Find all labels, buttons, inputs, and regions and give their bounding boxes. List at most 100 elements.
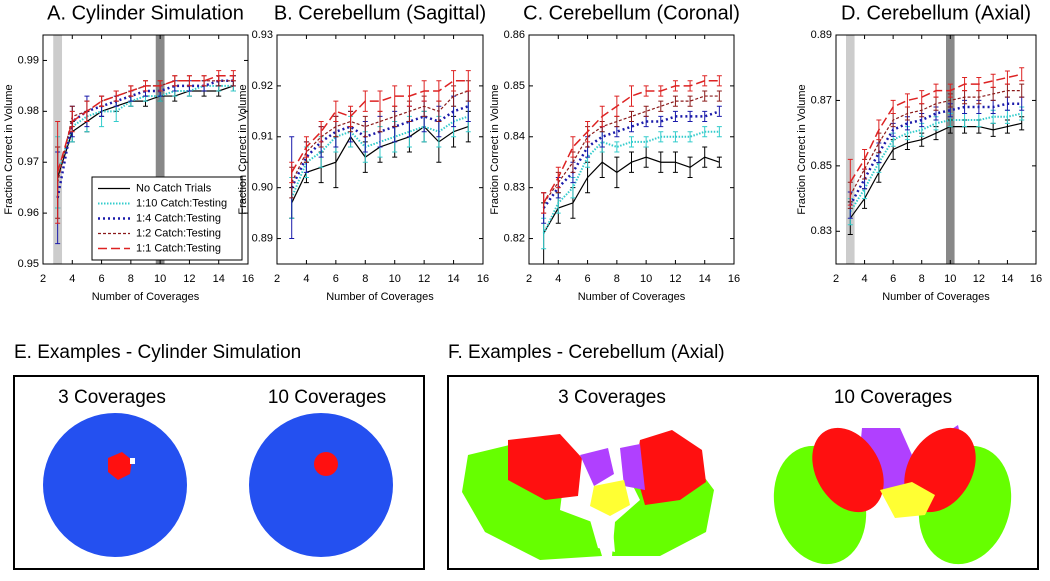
- legend-label: 1:10 Catch:Testing: [136, 197, 227, 209]
- x-tick-label: 2: [40, 273, 46, 285]
- error-bar: [702, 126, 708, 138]
- x-tick-label: 16: [728, 273, 740, 285]
- segment: [880, 482, 935, 518]
- y-tick-label: 0.98: [18, 105, 39, 117]
- x-tick-label: 14: [213, 273, 225, 285]
- error-bar: [629, 85, 634, 107]
- error-bar: [672, 131, 678, 143]
- cylinder-slice: [249, 413, 393, 557]
- legend-label: 1:2 Catch:Testing: [136, 227, 221, 239]
- segment: [580, 448, 614, 486]
- y-tick-label: 0.91: [252, 131, 273, 143]
- x-tick-label: 8: [128, 273, 134, 285]
- error-bar: [201, 75, 207, 87]
- series-line: [542, 130, 720, 234]
- y-tick-label: 0.85: [504, 80, 525, 92]
- error-bar: [687, 131, 693, 143]
- y-tick-label: 0.90: [252, 182, 273, 194]
- cylinder-slice: [43, 413, 187, 557]
- x-tick-label: 14: [1001, 273, 1013, 285]
- y-tick-label: 0.86: [504, 29, 525, 41]
- x-tick-label: 12: [183, 273, 195, 285]
- error-bar: [570, 136, 576, 158]
- error-bar: [643, 105, 649, 117]
- y-tick-label: 0.82: [504, 232, 525, 244]
- x-tick-label: 10: [944, 273, 956, 285]
- example-label: 3 Coverages: [58, 387, 166, 408]
- x-tick-label: 16: [477, 273, 489, 285]
- error-bar: [614, 141, 620, 153]
- error-bar: [362, 115, 368, 138]
- segment: [314, 452, 338, 476]
- x-tick-label: 10: [640, 273, 652, 285]
- series-line: [849, 90, 1022, 196]
- error-bar: [716, 75, 722, 87]
- y-axis-label: Fraction Correct in Volume: [3, 84, 15, 214]
- plot-frame: [528, 34, 735, 265]
- error-bar: [99, 95, 105, 107]
- chart-title: B. Cerebellum (Sagittal): [274, 2, 486, 24]
- legend-label: 1:4 Catch:Testing: [136, 212, 221, 224]
- y-axis-label: Fraction Correct in Volume: [489, 84, 501, 214]
- y-tick-label: 0.95: [18, 258, 39, 270]
- error-bar: [333, 100, 339, 123]
- series-line: [543, 95, 720, 204]
- error-bar: [716, 90, 722, 102]
- example-label: 10 Coverages: [268, 387, 386, 408]
- series-line: [849, 73, 1022, 183]
- x-tick-label: 8: [614, 273, 620, 285]
- error-bar: [716, 105, 722, 117]
- x-tick-label: 4: [69, 273, 75, 285]
- x-tick-label: 4: [555, 273, 561, 285]
- series-line: [56, 74, 234, 173]
- error-bar: [658, 100, 664, 112]
- segment: [590, 480, 630, 516]
- x-tick-label: 12: [669, 273, 681, 285]
- y-tick-label: 0.85: [811, 160, 832, 172]
- error-bar: [377, 90, 383, 112]
- x-tick-label: 12: [418, 273, 430, 285]
- segment: [635, 430, 706, 505]
- y-tick-label: 0.83: [811, 225, 832, 237]
- error-bar: [318, 121, 324, 143]
- x-tick-label: 16: [242, 273, 254, 285]
- example-label: 10 Coverages: [834, 387, 952, 408]
- error-bar: [172, 75, 178, 87]
- y-tick-label: 0.87: [811, 94, 832, 106]
- error-bar: [702, 90, 708, 102]
- y-axis-label: Fraction Correct in Volume: [237, 84, 249, 214]
- series-line: [849, 102, 1022, 206]
- error-bar: [702, 110, 708, 123]
- legend-label: No Catch Trials: [136, 182, 212, 194]
- chart-title: D. Cerebellum (Axial): [841, 2, 1031, 24]
- x-tick-label: 14: [447, 273, 459, 285]
- shaded-region: [155, 35, 165, 264]
- error-bar: [1004, 70, 1010, 85]
- x-tick-label: 14: [699, 273, 711, 285]
- error-bar: [687, 95, 693, 107]
- x-tick-label: 6: [333, 273, 339, 285]
- error-bar: [716, 126, 722, 138]
- x-tick-label: 16: [1030, 273, 1042, 285]
- series-line: [849, 112, 1022, 213]
- x-axis-label: Number of Coverages: [578, 291, 686, 303]
- error-bar: [672, 95, 678, 107]
- example-label: 3 Coverages: [558, 387, 666, 408]
- y-tick-label: 0.97: [18, 156, 39, 168]
- plot-frame: [42, 34, 249, 265]
- cerebellum-slice: [773, 425, 1012, 565]
- legend-box: [91, 176, 243, 261]
- x-tick-label: 2: [833, 273, 839, 285]
- error-bar: [629, 110, 634, 123]
- panel-title: F. Examples - Cerebellum (Axial): [448, 342, 725, 363]
- x-tick-label: 10: [389, 273, 401, 285]
- x-tick-label: 6: [890, 273, 896, 285]
- segment: [590, 518, 615, 552]
- y-tick-label: 0.92: [252, 80, 273, 92]
- x-tick-label: 2: [274, 273, 280, 285]
- x-tick-label: 4: [862, 273, 868, 285]
- x-axis-label: Number of Coverages: [92, 291, 200, 303]
- y-axis-label: Fraction Correct in Volume: [796, 84, 808, 214]
- legend-label: 1:1 Catch:Testing: [136, 242, 221, 254]
